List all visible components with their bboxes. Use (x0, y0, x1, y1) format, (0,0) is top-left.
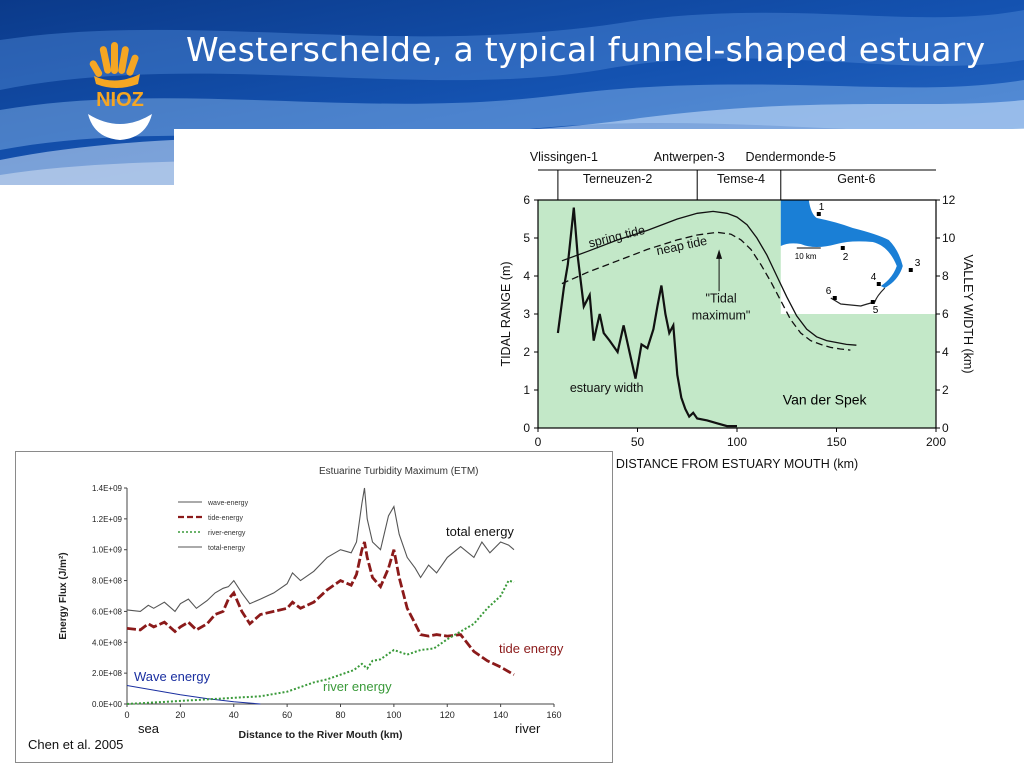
x-axis-label: DISTANCE FROM ESTUARY MOUTH (km) (616, 457, 858, 471)
station-label: Antwerpen-3 (654, 150, 725, 164)
y-tick-label: 1.4E+09 (92, 484, 123, 493)
inset-station-marker (876, 282, 881, 286)
inset-scale-label: 10 km (795, 252, 817, 261)
annotation-total-energy: total energy (446, 524, 514, 539)
x-tick-label: 140 (493, 710, 508, 720)
station-label: Vlissingen-1 (530, 150, 598, 164)
content-area-top (174, 129, 1024, 185)
y-axis-label: Energy Flux (J/m²) (58, 552, 69, 639)
y-tick-label: 1 (523, 383, 530, 397)
x-tick-label: 200 (926, 435, 946, 449)
series-line-neap-tide (561, 231, 851, 351)
y2-tick-label: 6 (942, 307, 949, 321)
inset-station-label: 6 (826, 286, 832, 297)
y-tick-label: 3 (523, 307, 530, 321)
energy-flux-chart: 0 20 40 60 80 100 120 140 160 0.0E+00 2.0E+08 4.0E+… (15, 451, 613, 763)
x-axis-label: Distance to the River Mouth (km) (239, 729, 403, 741)
nioz-logo: NIOZ (88, 42, 152, 140)
y2-tick-label: 10 (942, 231, 956, 245)
y2-axis-label: VALLEY WIDTH (km) (961, 255, 975, 374)
y-tick-label: 6 (523, 193, 530, 207)
inset-station-marker (870, 300, 875, 304)
x-tick-label: 60 (282, 710, 292, 720)
inset-station-marker (908, 268, 913, 272)
legend-label: river-energy (208, 530, 246, 537)
x-tick-label: 0 (535, 435, 542, 449)
series-line-wave-energy (126, 685, 261, 705)
station-label: Temse-4 (717, 172, 765, 186)
annotation-etm: Estuarine Turbidity Maximum (ETM) (319, 466, 478, 477)
annotation-tidal-max-2: maximum" (692, 309, 751, 323)
y2-tick-label: 4 (942, 345, 949, 359)
x-tick-label: 20 (175, 710, 185, 720)
station-label: Dendermonde-5 (746, 150, 836, 164)
legend-label: tide-energy (208, 515, 244, 522)
series-line-spring-tide (561, 210, 857, 346)
x-tick-label: 150 (826, 435, 846, 449)
legend-label: wave-energy (207, 500, 249, 507)
annotation-sea: sea (138, 721, 160, 736)
inset-station-label: 3 (915, 258, 921, 269)
station-label: Gent-6 (837, 172, 875, 186)
y-tick-label: 2 (523, 345, 530, 359)
y-tick-label: 0 (523, 421, 530, 435)
y2-tick-label: 8 (942, 269, 949, 283)
credit-label: Van der Spek (783, 391, 868, 407)
y-tick-label: 0.0E+00 (92, 700, 123, 709)
annotation-estuary-width: estuary width (570, 381, 644, 395)
x-tick-label: 0 (124, 710, 129, 720)
annotation-river: river (515, 721, 541, 736)
x-tick-label: 40 (229, 710, 239, 720)
logo-text: NIOZ (96, 89, 144, 111)
y2-tick-label: 12 (942, 193, 956, 207)
y-tick-label: 1.2E+09 (92, 515, 123, 524)
annotation-tide-energy: tide energy (499, 641, 564, 656)
series-line-estuary-width (556, 207, 737, 428)
y-tick-label: 1.0E+09 (92, 546, 123, 555)
x-tick-label: 100 (727, 435, 747, 449)
y-tick-label: 4 (523, 269, 530, 283)
legend-label: total-energy (208, 545, 245, 552)
inset-station-label: 2 (843, 252, 849, 263)
inset-river-water (780, 200, 903, 288)
y2-tick-label: 2 (942, 383, 949, 397)
x-tick-label: 50 (631, 435, 645, 449)
tidal-range-chart: 10 km 1 2 3 4 5 6 Vlissingen-1 Antwerpen-3 Dender… (494, 140, 984, 478)
hand-icon (89, 42, 140, 88)
slide-title: Westerschelde, a typical funnel-shaped e… (186, 30, 986, 69)
y-axis-label: TIDAL RANGE (m) (499, 261, 513, 366)
annotation-arrow-head (716, 249, 723, 259)
y-tick-label: 6.0E+08 (92, 607, 123, 616)
x-tick-label: 80 (335, 710, 345, 720)
y-tick-label: 2.0E+08 (92, 669, 123, 678)
annotation-wave-energy: Wave energy (134, 669, 211, 684)
logo-boat-icon (88, 114, 152, 140)
inset-station-marker (816, 212, 821, 216)
y-tick-label: 8.0E+08 (92, 577, 123, 586)
y-tick-label: 4.0E+08 (92, 638, 123, 647)
inset-station-label: 4 (871, 272, 877, 283)
series-line-river-energy (126, 579, 515, 705)
inset-station-label: 5 (873, 305, 879, 316)
credit-label: Chen et al. 2005 (28, 737, 123, 752)
annotation-tidal-max-1: "Tidal (706, 292, 737, 306)
x-tick-label: 100 (386, 710, 401, 720)
inset-station-marker (832, 296, 837, 300)
header-banner: Westerschelde, a typical funnel-shaped e… (0, 0, 1024, 185)
station-label: Terneuzen-2 (583, 172, 653, 186)
y2-tick-label: 0 (942, 421, 949, 435)
x-tick-label: 160 (546, 710, 561, 720)
inset-station-label: 1 (819, 202, 825, 213)
x-tick-label: 120 (440, 710, 455, 720)
series-line-tide-energy (126, 541, 515, 676)
series-line-total-energy (126, 487, 515, 613)
inset-station-marker (840, 246, 845, 250)
y-tick-label: 5 (523, 231, 530, 245)
energy-flux-svg: 0 20 40 60 80 100 120 140 160 0.0E+00 2.0E+08 4.0E+… (28, 466, 564, 752)
annotation-river-energy: river energy (323, 679, 392, 694)
